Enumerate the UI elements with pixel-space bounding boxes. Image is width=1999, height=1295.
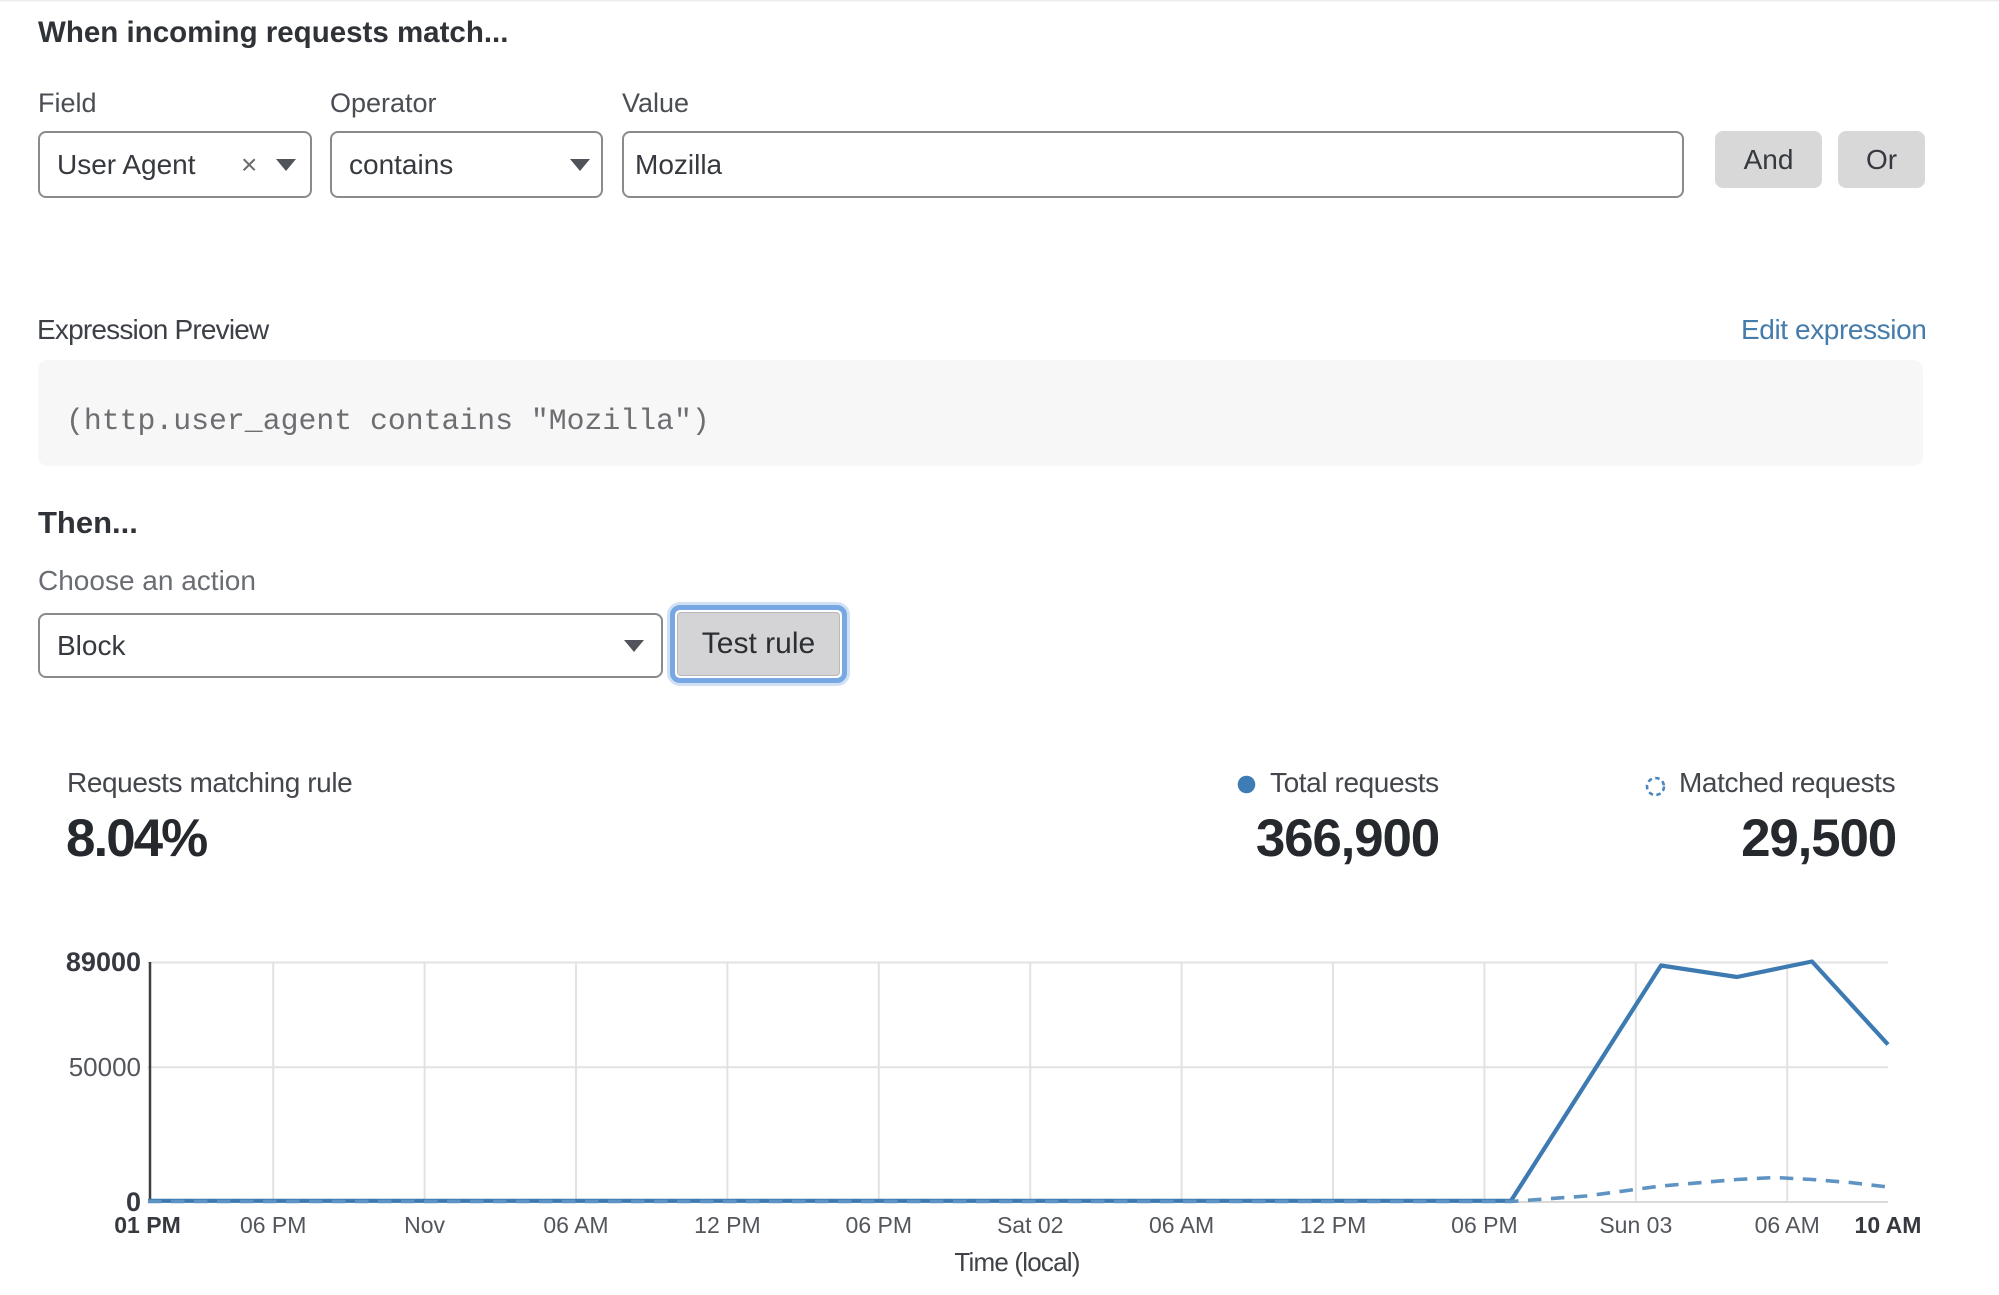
svg-text:50000: 50000 (69, 1052, 141, 1082)
svg-text:06 PM: 06 PM (846, 1212, 912, 1238)
svg-text:89000: 89000 (66, 947, 141, 977)
svg-text:06 PM: 06 PM (1451, 1212, 1517, 1238)
svg-text:06 AM: 06 AM (1149, 1212, 1214, 1238)
svg-text:12 PM: 12 PM (694, 1212, 760, 1238)
svg-text:Sun 03: Sun 03 (1599, 1212, 1672, 1238)
svg-text:Nov: Nov (404, 1212, 445, 1238)
svg-text:0: 0 (126, 1187, 141, 1217)
svg-text:01 PM: 01 PM (114, 1212, 180, 1238)
svg-text:06 PM: 06 PM (240, 1212, 306, 1238)
svg-text:06 AM: 06 AM (1755, 1212, 1820, 1238)
svg-text:12 PM: 12 PM (1300, 1212, 1366, 1238)
svg-text:06 AM: 06 AM (543, 1212, 608, 1238)
svg-text:Time (local): Time (local) (954, 1247, 1079, 1277)
svg-text:Sat 02: Sat 02 (997, 1212, 1064, 1238)
svg-text:10 AM: 10 AM (1855, 1212, 1922, 1238)
